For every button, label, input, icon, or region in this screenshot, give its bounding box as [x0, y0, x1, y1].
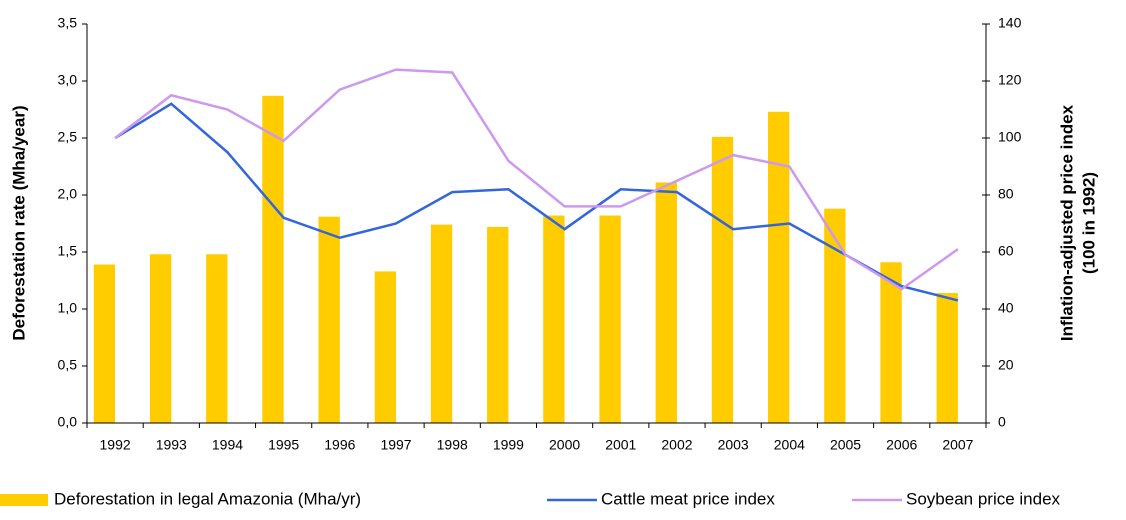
x-tick-label: 2000: [549, 437, 580, 453]
y-tick-label: 1,5: [58, 243, 78, 259]
y-tick-label: 0,0: [58, 414, 78, 430]
line-series: [114, 102, 959, 302]
bar: [599, 215, 621, 423]
x-tick-label: 1993: [156, 437, 187, 453]
legend-swatch: [0, 494, 48, 506]
bar: [824, 208, 846, 423]
y-tick-label: 3,5: [58, 15, 78, 31]
x-tick-label: 2005: [830, 437, 861, 453]
legend-label: Soybean price index: [906, 489, 1061, 508]
y2-tick-label: 80: [998, 186, 1014, 202]
bar: [936, 293, 958, 423]
y2-tick-label: 140: [998, 15, 1022, 31]
x-tick-label: 1994: [212, 437, 243, 453]
bar: [262, 95, 284, 423]
y-axis-label: Deforestation rate (Mha/year): [9, 105, 28, 340]
x-tick-label: 1996: [324, 437, 355, 453]
bar: [430, 224, 453, 423]
y2-tick-label: 100: [998, 129, 1022, 145]
bar: [880, 262, 902, 423]
x-tick-label: 2004: [774, 437, 805, 453]
y-tick-label: 3,0: [58, 72, 78, 88]
bar: [711, 136, 734, 424]
y2-tick-label: 40: [998, 300, 1014, 316]
bar: [487, 226, 509, 423]
legend-label: Deforestation in legal Amazonia (Mha/yr): [54, 489, 361, 508]
y-tick-label: 2,0: [58, 186, 78, 202]
bar: [93, 264, 116, 423]
y-tick-label: 1,0: [58, 300, 78, 316]
x-tick-label: 1997: [380, 437, 411, 453]
y2-tick-label: 20: [998, 357, 1014, 373]
x-tick-label: 2003: [718, 437, 749, 453]
bar: [543, 215, 565, 423]
bar: [206, 254, 228, 423]
y2-axis-label: (100 in 1992): [1079, 172, 1098, 274]
legend-label: Cattle meat price index: [601, 489, 775, 508]
y-tick-label: 2,5: [58, 129, 78, 145]
bar: [655, 182, 677, 423]
x-tick-label: 2006: [886, 437, 917, 453]
y2-tick-label: 0: [998, 414, 1006, 430]
x-tick-label: 1992: [100, 437, 131, 453]
x-tick-label: 2001: [605, 437, 636, 453]
bar: [318, 216, 340, 423]
x-tick-label: 1999: [493, 437, 524, 453]
x-tick-label: 1995: [268, 437, 299, 453]
y2-tick-label: 60: [998, 243, 1014, 259]
bar: [767, 111, 790, 423]
x-tick-label: 2002: [661, 437, 692, 453]
bar: [374, 271, 397, 423]
y2-tick-label: 120: [998, 72, 1022, 88]
bar: [149, 254, 172, 423]
y2-axis-label: Inflation-adjusted price index: [1057, 104, 1076, 341]
line-series: [114, 68, 959, 291]
x-tick-label: 1998: [437, 437, 468, 453]
x-tick-label: 2007: [942, 437, 973, 453]
y-tick-label: 0,5: [58, 357, 78, 373]
